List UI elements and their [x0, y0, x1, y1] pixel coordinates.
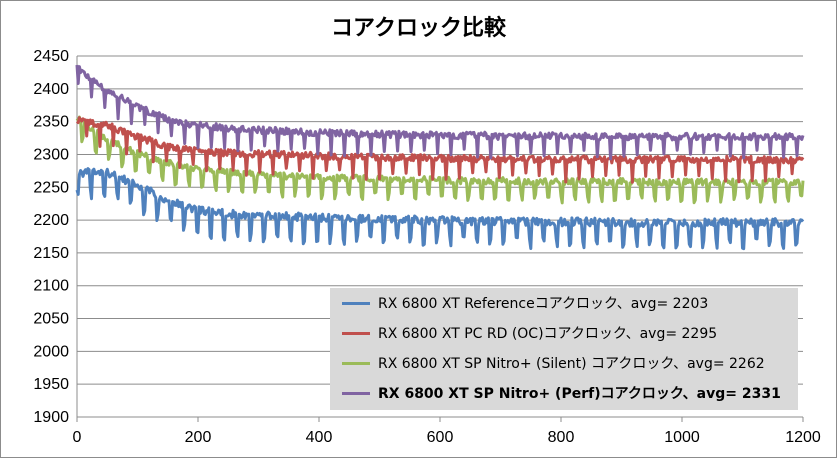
legend-swatch-reference	[342, 301, 370, 305]
x-tick-label-200: 200	[185, 429, 212, 446]
y-tick-label-2450: 2450	[33, 48, 69, 65]
y-tick-label-2100: 2100	[33, 278, 69, 295]
x-tick-label-800: 800	[548, 429, 575, 446]
legend-label-pc-rd-oc: RX 6800 XT PC RD (OC)コアクロック、avg= 2295	[378, 326, 718, 342]
legend-item-nitro-silent: RX 6800 XT SP Nitro+ (Silent) コアクロック、avg…	[342, 350, 765, 376]
y-tick-label-2250: 2250	[33, 179, 69, 196]
x-tick-label-1200: 1200	[785, 429, 821, 446]
legend-swatch-nitro-perf	[342, 391, 370, 395]
y-tick-label-2000: 2000	[33, 343, 69, 360]
chart-legend: RX 6800 XT Referenceコアクロック、avg= 2203 RX …	[330, 288, 798, 410]
x-tick-label-400: 400	[306, 429, 333, 446]
y-tick-label-2300: 2300	[33, 146, 69, 163]
legend-swatch-pc-rd-oc	[342, 331, 370, 335]
y-tick-label-2350: 2350	[33, 114, 69, 131]
x-tick-label-0: 0	[73, 429, 82, 446]
legend-swatch-nitro-silent	[342, 361, 370, 365]
x-tick-label-600: 600	[427, 429, 454, 446]
legend-item-pc-rd-oc: RX 6800 XT PC RD (OC)コアクロック、avg= 2295	[342, 320, 717, 346]
legend-label-reference: RX 6800 XT Referenceコアクロック、avg= 2203	[378, 296, 709, 312]
legend-label-nitro-silent: RX 6800 XT SP Nitro+ (Silent) コアクロック、avg…	[378, 356, 765, 372]
legend-item-nitro-perf: RX 6800 XT SP Nitro+ (Perf)コアクロック、avg= 2…	[342, 380, 781, 406]
y-tick-label-2150: 2150	[33, 245, 69, 262]
y-tick-label-1900: 1900	[33, 409, 69, 426]
y-tick-label-2400: 2400	[33, 81, 69, 98]
series-line-3	[75, 64, 805, 161]
y-tick-label-2200: 2200	[33, 212, 69, 229]
legend-label-nitro-perf: RX 6800 XT SP Nitro+ (Perf)コアクロック、avg= 2…	[378, 386, 781, 402]
y-tick-label-2050: 2050	[33, 311, 69, 328]
series-line-0	[75, 167, 805, 251]
series-line-2	[75, 115, 805, 205]
y-tick-label-1950: 1950	[33, 376, 69, 393]
legend-item-reference: RX 6800 XT Referenceコアクロック、avg= 2203	[342, 290, 708, 316]
chart-title: コアクロック比較	[331, 16, 506, 41]
x-tick-label-1000: 1000	[664, 429, 700, 446]
